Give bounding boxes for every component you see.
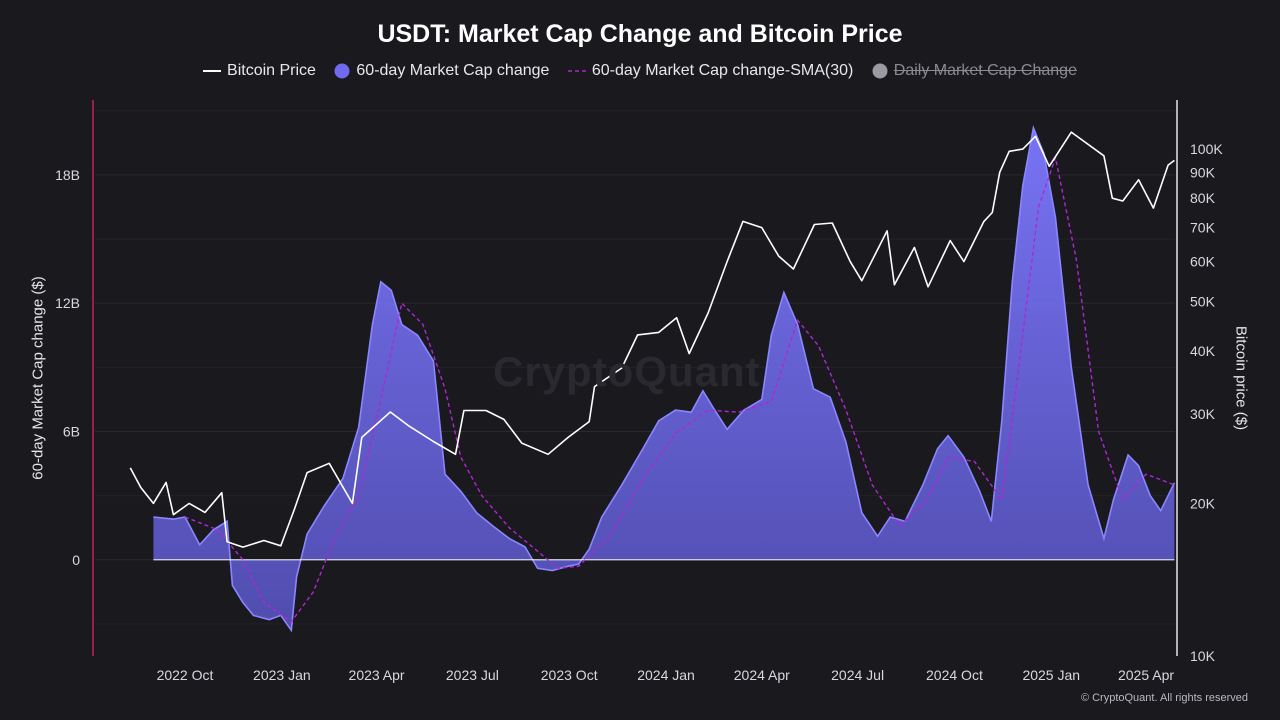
right-tick-label: 50K	[1190, 294, 1216, 310]
x-tick-label: 2024 Apr	[734, 667, 790, 683]
x-tick-label: 2023 Oct	[541, 667, 598, 683]
solid-line-icon	[203, 70, 222, 72]
right-tick-label: 30K	[1190, 406, 1216, 422]
bitcoin-price-line	[129, 131, 1175, 548]
x-tick-label: 2023 Jan	[253, 667, 311, 683]
legend-label: 60-day Market Cap change-SMA(30)	[591, 62, 854, 79]
right-tick-label: 100K	[1190, 141, 1223, 157]
legend-label: 60-day Market Cap change	[356, 62, 550, 79]
x-tick-label: 2022 Oct	[157, 667, 214, 683]
legend-item-bitcoin-price[interactable]: Bitcoin Price	[203, 62, 316, 80]
axes	[92, 100, 1178, 656]
x-tick-label: 2024 Oct	[926, 667, 983, 683]
market-cap-change-line	[153, 124, 1176, 633]
x-axis-ticks: 2022 Oct 2023 Jan 2023 Apr 2023 Jul 2023 Oct…	[157, 667, 1175, 683]
watermark: CryptoQuant	[493, 348, 761, 395]
filled-circle-icon	[334, 63, 350, 79]
btc-price-line-layer	[129, 131, 1175, 548]
x-tick-label: 2025 Apr	[1118, 667, 1174, 683]
legend: Bitcoin Price 60-day Market Cap change 6…	[0, 62, 1280, 80]
right-axis-label: Bitcoin price ($)	[1232, 325, 1250, 431]
left-tick-label: 6B	[63, 423, 80, 439]
disabled-circle-icon	[872, 63, 888, 79]
right-tick-label: 70K	[1190, 220, 1216, 236]
right-tick-label: 80K	[1190, 190, 1216, 206]
left-axis-label: 60-day Market Cap change ($)	[29, 276, 47, 480]
x-tick-label: 2024 Jan	[637, 667, 695, 683]
legend-item-60d-market-cap-change[interactable]: 60-day Market Cap change	[334, 62, 549, 80]
left-axis-ticks: 0 6B 12B 18B	[55, 167, 80, 568]
right-tick-label: 40K	[1190, 343, 1216, 359]
x-tick-label: 2025 Jan	[1022, 667, 1080, 683]
copyright-notice: © CryptoQuant. All rights reserved	[1080, 692, 1248, 704]
legend-item-daily-market-cap-change[interactable]: Daily Market Cap Change	[872, 62, 1077, 80]
sma30-line	[184, 155, 1175, 623]
left-tick-label: 18B	[55, 167, 80, 183]
x-tick-label: 2024 Jul	[831, 667, 884, 683]
market-cap-change-area	[153, 127, 1175, 631]
right-axis-ticks: 10K 20K 30K 40K 50K 60K 70K 80K 90K 100K	[1190, 141, 1223, 664]
legend-item-sma30[interactable]: 60-day Market Cap change-SMA(30)	[567, 62, 854, 80]
x-tick-label: 2023 Apr	[349, 667, 405, 683]
right-tick-label: 60K	[1190, 254, 1216, 270]
right-tick-label: 10K	[1190, 648, 1216, 664]
legend-label: Daily Market Cap Change	[893, 62, 1077, 79]
left-tick-label: 12B	[55, 295, 80, 311]
dashed-line-icon	[567, 70, 586, 72]
legend-label: Bitcoin Price	[227, 62, 316, 79]
left-tick-label: 0	[72, 552, 80, 568]
sma-line-layer	[184, 155, 1175, 623]
x-tick-label: 2023 Jul	[446, 667, 499, 683]
right-tick-label: 90K	[1190, 164, 1216, 180]
right-tick-label: 20K	[1190, 495, 1216, 511]
market-cap-area-layer	[153, 124, 1176, 633]
chart-title: USDT: Market Cap Change and Bitcoin Pric…	[377, 20, 903, 48]
